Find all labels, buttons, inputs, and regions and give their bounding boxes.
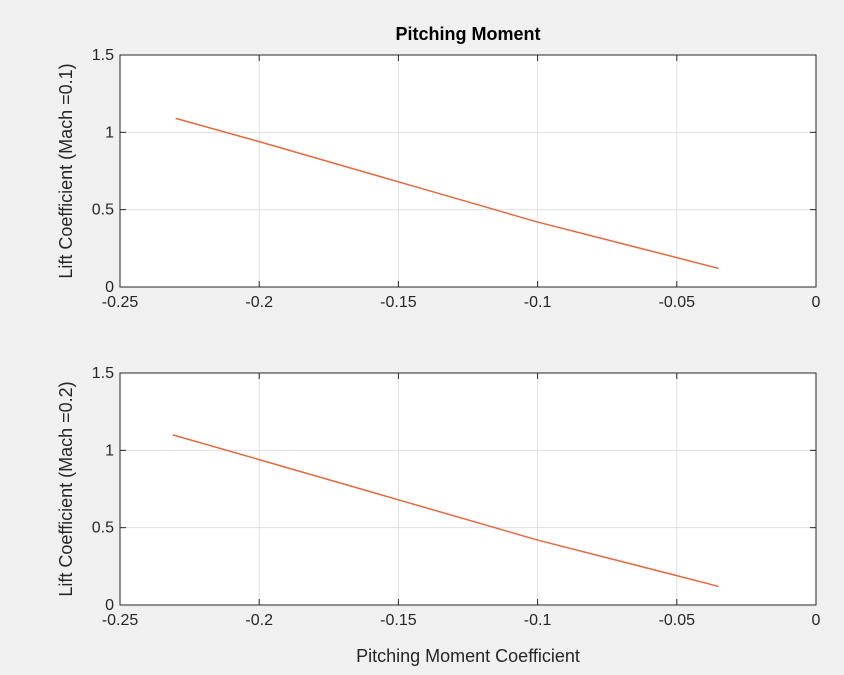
- y-tick-label: 0.5: [92, 202, 114, 219]
- subplot-1: -0.25 -0.2 -0.15 -0.1 -0.05 0 0 0.5 1 1.5 Pitching…: [56, 24, 821, 311]
- y-tick-label: 0: [105, 279, 114, 296]
- x-tick-label: -0.2: [245, 612, 273, 629]
- x-tick-label: -0.2: [245, 294, 273, 311]
- y-tick-label: 1.5: [92, 47, 114, 64]
- y-axis-label: Lift Coefficient (Mach =0.1): [56, 63, 76, 278]
- x-tick-label: -0.05: [659, 294, 696, 311]
- x-tick-label: 0: [812, 294, 821, 311]
- axes-box: [119, 372, 817, 606]
- series-line-1: [175, 117, 719, 270]
- x-tick-label: -0.25: [102, 294, 139, 311]
- plot-area: [120, 373, 816, 605]
- subplot-2: -0.25 -0.2 -0.15 -0.1 -0.05 0 0 0.5 1 1.5 Lift Coe…: [56, 365, 821, 666]
- x-tick-label: -0.1: [524, 294, 552, 311]
- y-tick-label: 1: [105, 124, 114, 141]
- x-tick-label: 0: [812, 612, 821, 629]
- x-tick-label: -0.15: [380, 294, 417, 311]
- x-axis-label: Pitching Moment Coefficient: [356, 646, 580, 666]
- x-tick-label: -0.1: [524, 612, 552, 629]
- axes-box: [119, 54, 817, 288]
- y-tick-label: 1.5: [92, 365, 114, 382]
- series-line-1: [172, 434, 719, 588]
- plot-area: [120, 55, 816, 287]
- y-tick-label: 0.5: [92, 520, 114, 537]
- y-tick-label: 0: [105, 597, 114, 614]
- x-tick-label: -0.15: [380, 612, 417, 629]
- x-tick-label: -0.25: [102, 612, 139, 629]
- chart-title: Pitching Moment: [396, 24, 541, 44]
- x-tick-label: -0.05: [659, 612, 696, 629]
- y-axis-label: Lift Coefficient (Mach =0.2): [56, 381, 76, 596]
- y-tick-label: 1: [105, 442, 114, 459]
